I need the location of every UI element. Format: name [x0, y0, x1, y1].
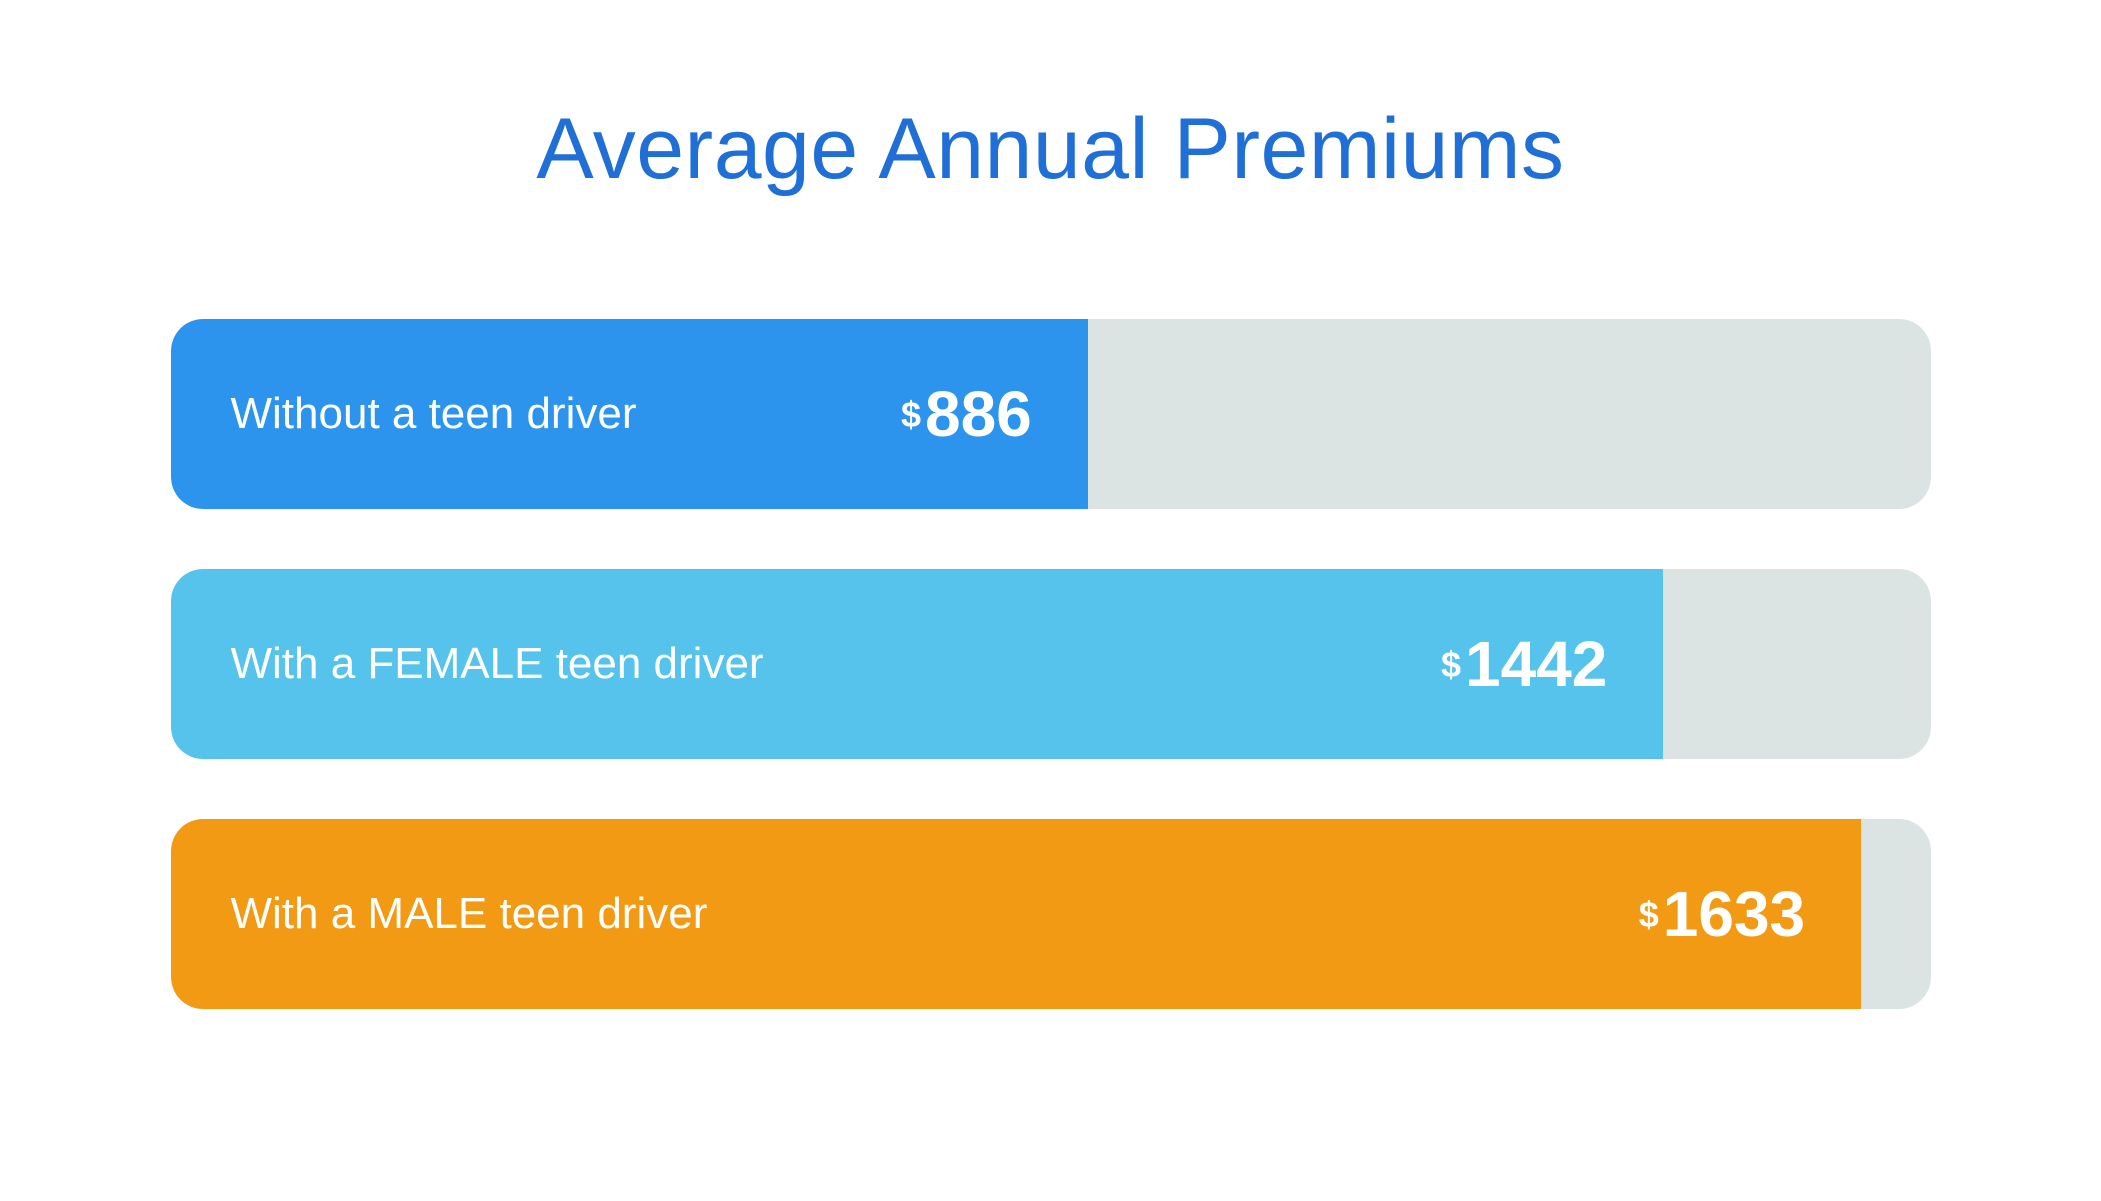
bar-track: Without a teen driver $886	[171, 319, 1931, 509]
bar-fill: With a MALE teen driver $1633	[171, 819, 1862, 1009]
bar-track: With a MALE teen driver $1633	[171, 819, 1931, 1009]
bars-container: Without a teen driver $886 With a FEMALE t…	[171, 319, 1931, 1009]
currency-symbol: $	[901, 394, 921, 436]
currency-symbol: $	[1639, 894, 1659, 936]
bar-track: With a FEMALE teen driver $1442	[171, 569, 1931, 759]
bar-content: With a FEMALE teen driver $1442	[171, 569, 1664, 759]
bar-content: With a MALE teen driver $1633	[171, 819, 1862, 1009]
bar-fill: Without a teen driver $886	[171, 319, 1088, 509]
bar-label: With a MALE teen driver	[231, 889, 708, 939]
chart-stage: Average Annual Premiums Without a teen d…	[0, 0, 2101, 1201]
currency-symbol: $	[1441, 644, 1461, 686]
bar-value: $886	[901, 377, 1032, 451]
bar-fill: With a FEMALE teen driver $1442	[171, 569, 1664, 759]
bar-content: Without a teen driver $886	[171, 319, 1088, 509]
bar-amount: 1442	[1465, 627, 1607, 701]
bar-amount: 886	[925, 377, 1032, 451]
bar-value: $1442	[1441, 627, 1607, 701]
bar-label: With a FEMALE teen driver	[231, 639, 764, 689]
bar-label: Without a teen driver	[231, 389, 637, 439]
bar-amount: 1633	[1663, 877, 1805, 951]
bar-value: $1633	[1639, 877, 1805, 951]
chart-title: Average Annual Premiums	[0, 100, 2101, 199]
